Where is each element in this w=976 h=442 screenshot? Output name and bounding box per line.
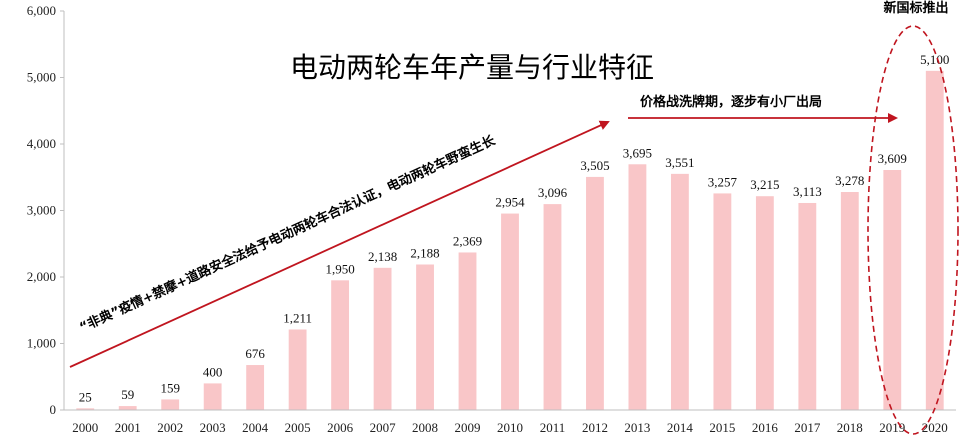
x-tick-label-2020: 2020 <box>922 420 948 435</box>
value-label-2008: 2,188 <box>410 245 439 260</box>
bar-2019 <box>883 170 902 410</box>
value-label-2002: 159 <box>160 380 180 395</box>
bar-2018 <box>840 192 859 410</box>
y-tick-label: 3,000 <box>27 203 56 218</box>
value-label-2005: 1,211 <box>283 310 312 325</box>
chart-title: 电动两轮车年产量与行业特征 <box>290 51 654 84</box>
value-label-2000: 25 <box>79 389 92 404</box>
bar-2017 <box>798 202 817 410</box>
bar-2006 <box>331 280 350 410</box>
x-tick-label-2016: 2016 <box>752 420 779 435</box>
x-tick-label-2014: 2014 <box>667 420 694 435</box>
bar-2005 <box>288 329 307 410</box>
x-tick-label-2003: 2003 <box>200 420 226 435</box>
x-tick-label-2017: 2017 <box>794 420 821 435</box>
bar-2001 <box>118 406 137 410</box>
value-label-2014: 3,551 <box>665 155 694 170</box>
bar-2008 <box>416 264 434 410</box>
bar-2007 <box>373 267 392 410</box>
value-label-2015: 3,257 <box>708 174 738 189</box>
y-tick-label: 4,000 <box>27 136 56 151</box>
x-tick-label-2004: 2004 <box>242 420 269 435</box>
growth-annotation: “非典”疫情+禁摩+道路安全法给予电动两轮车合法认证，电动两轮车野蛮生长 <box>77 132 498 336</box>
x-tick-label-2008: 2008 <box>412 420 438 435</box>
x-tick-label-2009: 2009 <box>455 420 481 435</box>
x-tick-label-2001: 2001 <box>115 420 141 435</box>
bars <box>76 70 944 410</box>
consolidation-annotation: 价格战洗牌期，逐步有小厂出局 <box>640 94 822 110</box>
bar-2003 <box>203 383 222 410</box>
y-axis: 0 1,000 2,000 3,000 4,000 5,000 6,000 <box>27 3 65 417</box>
x-tick-label-2007: 2007 <box>370 420 397 435</box>
bar-2004 <box>246 365 265 410</box>
y-tick-label: 1,000 <box>27 336 56 351</box>
x-tick-label-2005: 2005 <box>285 420 311 435</box>
bar-2020 <box>925 70 944 410</box>
value-label-2020: 5,100 <box>920 52 949 67</box>
x-tick-label-2006: 2006 <box>327 420 354 435</box>
value-label-2013: 3,695 <box>623 145 652 160</box>
new-standard-ellipse <box>867 25 959 435</box>
value-label-2001: 59 <box>121 387 134 402</box>
bar-2012 <box>586 176 604 410</box>
new-standard-annotation: 新国标推出 <box>883 0 948 16</box>
x-axis: 2000 2001 2002 2003 2004 2005 2006 2007 2008 2009… <box>64 409 956 435</box>
y-tick-label: 2,000 <box>27 269 56 284</box>
bar-2000 <box>76 408 95 410</box>
x-tick-label-2011: 2011 <box>540 420 566 435</box>
x-tick-label-2013: 2013 <box>624 420 650 435</box>
x-tick-label-2002: 2002 <box>157 420 183 435</box>
value-label-2006: 1,950 <box>325 261 354 276</box>
bar-2016 <box>755 196 774 410</box>
value-label-2009: 2,369 <box>453 233 482 248</box>
growth-arrow <box>69 120 610 368</box>
value-label-2004: 676 <box>245 346 265 361</box>
x-tick-label-2019: 2019 <box>879 420 905 435</box>
y-tick-label: 0 <box>50 402 57 417</box>
bar-2014 <box>670 173 689 410</box>
x-tick-label-2010: 2010 <box>497 420 523 435</box>
bar-2011 <box>543 204 562 410</box>
value-label-2012: 3,505 <box>580 158 609 173</box>
value-label-2003: 400 <box>203 364 223 379</box>
x-tick-label-2000: 2000 <box>72 420 98 435</box>
value-label-2018: 3,278 <box>835 173 864 188</box>
value-label-2010: 2,954 <box>495 195 525 210</box>
value-labels: 25 59 159 400 676 1,211 1,950 2,138 2,188 2,369 2,… <box>79 52 950 404</box>
value-label-2016: 3,215 <box>750 177 779 192</box>
bar-2013 <box>628 164 647 410</box>
value-label-2011: 3,096 <box>538 185 568 200</box>
value-label-2007: 2,138 <box>368 249 397 264</box>
bar-2015 <box>713 193 732 410</box>
x-tick-label-2012: 2012 <box>582 420 608 435</box>
x-tick-label-2018: 2018 <box>837 420 863 435</box>
y-tick-label: 5,000 <box>27 70 56 85</box>
bar-2010 <box>501 213 519 410</box>
value-label-2019: 3,609 <box>878 151 907 166</box>
bar-2002 <box>161 399 180 410</box>
value-label-2017: 3,113 <box>793 184 822 199</box>
y-tick-label: 6,000 <box>27 3 56 18</box>
bar-2009 <box>458 252 477 410</box>
x-tick-label-2015: 2015 <box>709 420 735 435</box>
